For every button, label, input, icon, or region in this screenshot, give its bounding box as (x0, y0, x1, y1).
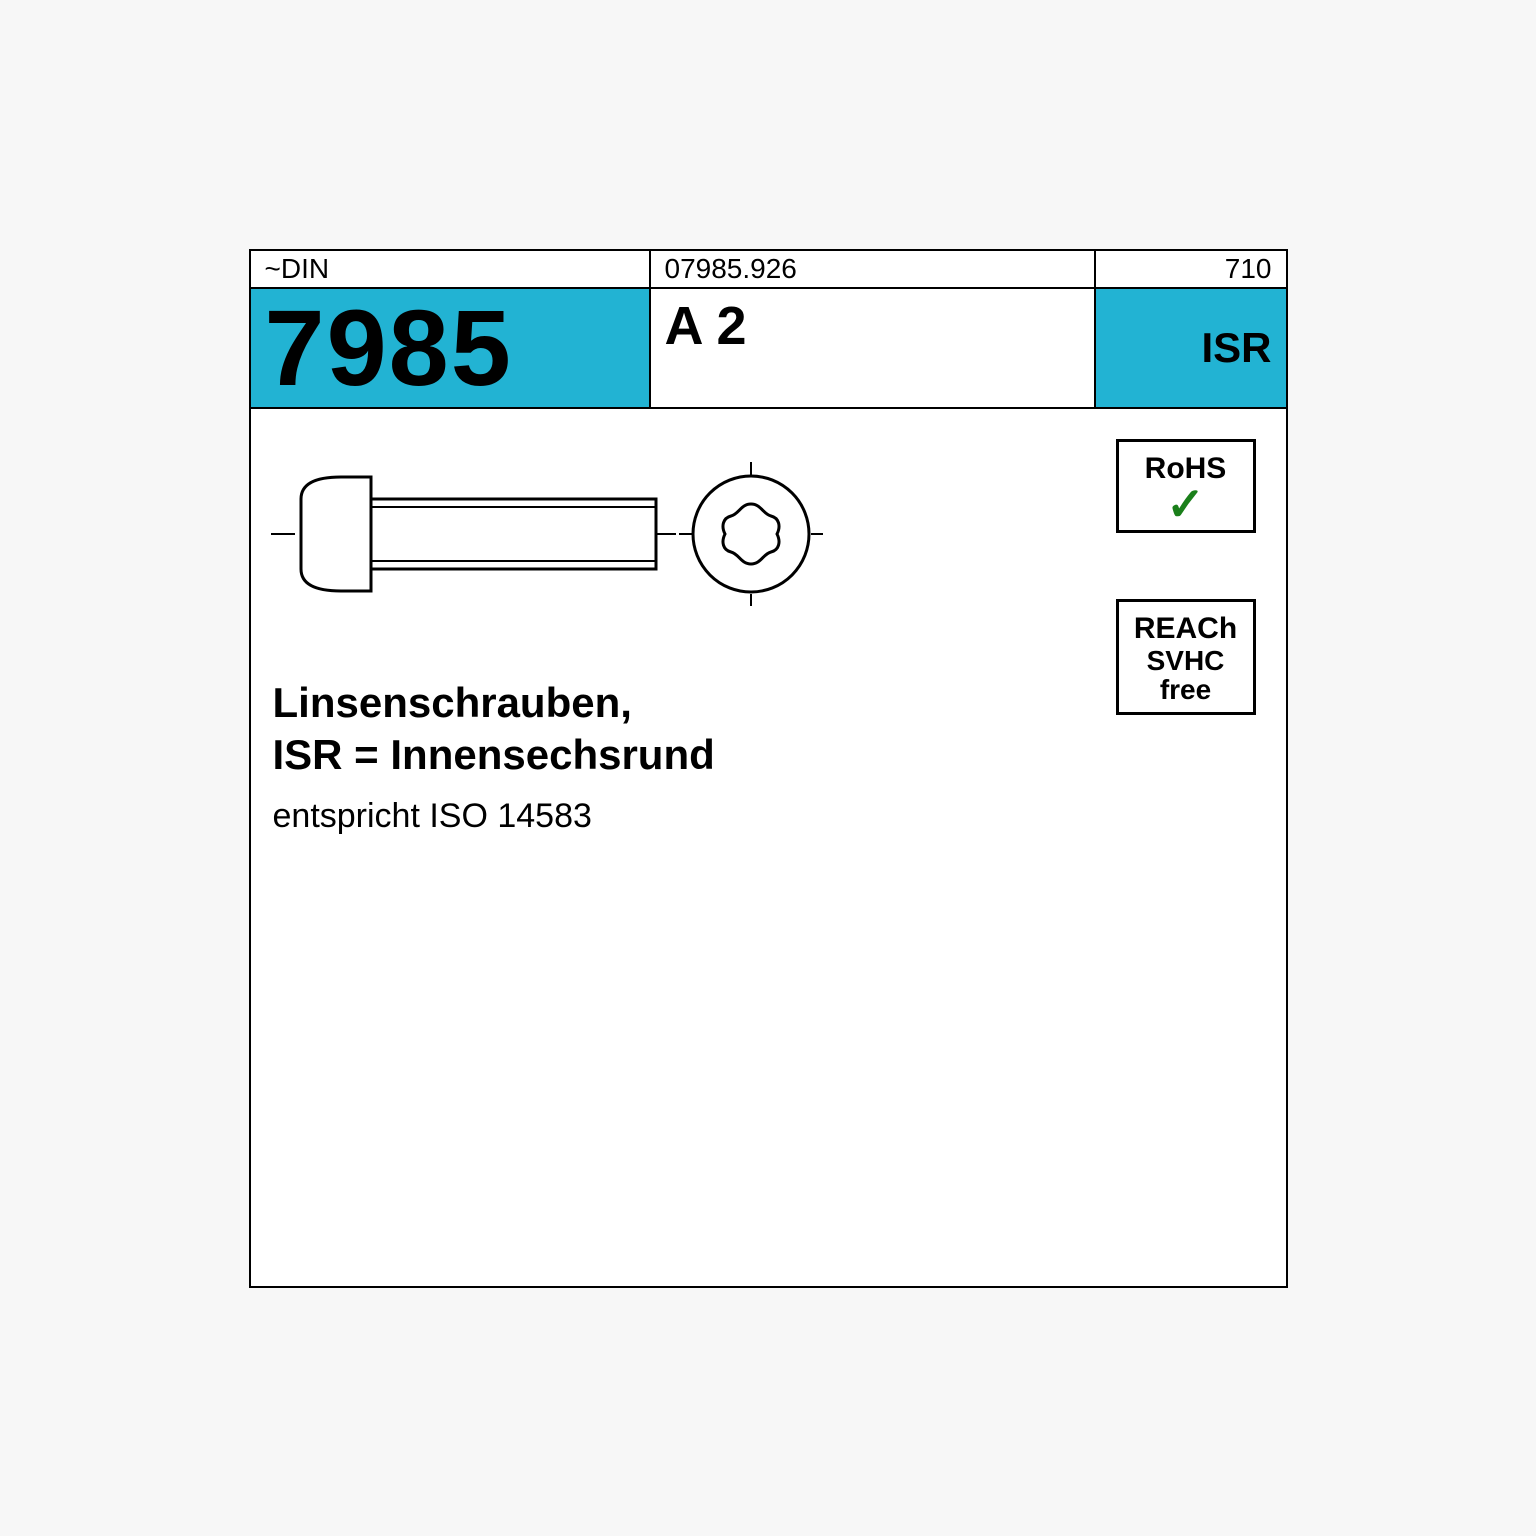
header-group: 710 (1096, 251, 1286, 287)
body: RoHS ✓ REACh SVHC free Linsenschrauben, … (251, 409, 1286, 1286)
header-band: 7985 A 2 ISR (251, 289, 1286, 409)
standard-number-cell: 7985 (251, 289, 651, 407)
desc-line2: ISR = Innensechsrund (273, 731, 715, 779)
desc-line3: entspricht ISO 14583 (273, 797, 715, 836)
material-cell: A 2 (651, 289, 1096, 407)
description-block: Linsenschrauben, ISR = Innensechsrund en… (273, 679, 715, 836)
header-top-row: ~DIN 07985.926 710 (251, 251, 1286, 289)
desc-line1: Linsenschrauben, (273, 679, 715, 727)
reach-line1: REACh (1125, 612, 1247, 646)
spec-card: ~DIN 07985.926 710 7985 A 2 ISR (249, 249, 1288, 1288)
material-grade: A 2 (665, 295, 747, 357)
standard-number: 7985 (265, 294, 513, 402)
reach-line3: free (1125, 675, 1247, 704)
check-icon: ✓ (1125, 486, 1247, 523)
header-article: 07985.926 (651, 251, 1096, 287)
reach-line2: SVHC (1125, 646, 1247, 675)
rohs-badge: RoHS ✓ (1116, 439, 1256, 534)
drive-cell: ISR (1096, 289, 1286, 407)
reach-badge: REACh SVHC free (1116, 599, 1256, 716)
screw-diagram (271, 459, 831, 609)
header-din: ~DIN (251, 251, 651, 287)
drive-type: ISR (1201, 324, 1271, 372)
